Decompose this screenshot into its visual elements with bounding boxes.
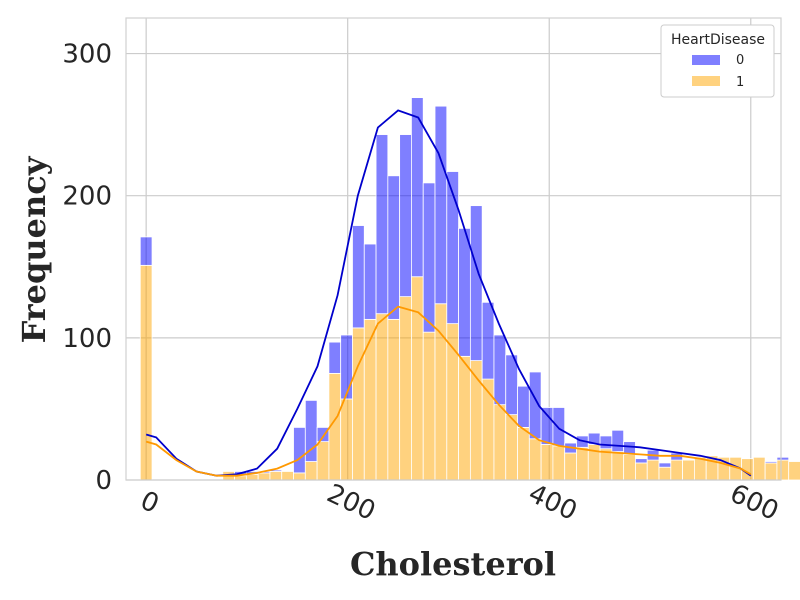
bar-heartdisease-1 — [493, 404, 507, 481]
bar-heartdisease-1 — [540, 444, 554, 481]
bar-heartdisease-1 — [245, 473, 259, 481]
bar-heartdisease-1 — [352, 327, 365, 481]
bar-heartdisease-1 — [293, 472, 306, 481]
bar-heartdisease-0 — [599, 435, 613, 450]
bar-heartdisease-0 — [552, 407, 566, 447]
bar-heartdisease-1 — [257, 472, 271, 481]
bar-heartdisease-0 — [434, 105, 448, 305]
bar-heartdisease-0 — [481, 301, 495, 380]
x-tick-labels: 0 200 400 600 — [136, 479, 783, 527]
bar-heartdisease-0 — [363, 243, 377, 320]
x-axis-label: Cholesterol — [350, 545, 556, 583]
bar-heartdisease-1 — [363, 318, 377, 481]
bar-heartdisease-1 — [481, 378, 495, 481]
y-tick-label: 100 — [62, 324, 112, 354]
bar-heartdisease-0 — [505, 354, 518, 416]
legend-swatch-0 — [692, 55, 720, 65]
bar-heartdisease-1 — [552, 445, 566, 481]
bar-heartdisease-1 — [458, 355, 471, 481]
bar-heartdisease-0 — [375, 134, 389, 315]
bar-heartdisease-1 — [387, 318, 401, 481]
bar-heartdisease-1 — [316, 441, 330, 481]
bar-heartdisease-0 — [387, 175, 401, 320]
y-tick-label: 300 — [62, 40, 112, 70]
x-tick-label: 0 — [136, 486, 164, 520]
bar-heartdisease-0 — [658, 462, 672, 468]
legend: HeartDisease 0 1 — [660, 24, 775, 98]
bar-heartdisease-1 — [635, 462, 648, 481]
bar-heartdisease-0 — [776, 456, 790, 461]
bar-heartdisease-1 — [623, 454, 636, 481]
kde-line-1 — [145, 305, 752, 477]
legend-label-0: 0 — [736, 53, 744, 68]
x-tick-label: 400 — [524, 479, 582, 527]
y-axis-label: Frequency — [15, 155, 53, 343]
y-tick-labels: 0 100 200 300 — [62, 40, 112, 496]
bar-heartdisease-1 — [776, 459, 790, 481]
bar-heartdisease-1 — [788, 461, 800, 481]
bar-heartdisease-0 — [139, 236, 153, 266]
bar-heartdisease-1 — [375, 313, 389, 481]
bar-heartdisease-0 — [340, 334, 353, 400]
bar-heartdisease-0 — [458, 227, 471, 357]
bar-heartdisease-1 — [682, 459, 695, 481]
bar-heartdisease-1 — [564, 452, 577, 481]
bar-heartdisease-0 — [422, 182, 436, 333]
bar-heartdisease-0 — [352, 225, 365, 329]
bar-heartdisease-1 — [611, 451, 625, 481]
bar-heartdisease-1 — [399, 296, 412, 481]
bar-heartdisease-1 — [693, 456, 707, 481]
bar-heartdisease-0 — [540, 407, 554, 445]
bar-heartdisease-1 — [764, 462, 778, 481]
bar-heartdisease-1 — [646, 459, 660, 481]
bar-heartdisease-1 — [269, 471, 283, 481]
bar-heartdisease-0 — [611, 429, 625, 452]
bar-heartdisease-0 — [764, 461, 778, 464]
bar-heartdisease-1 — [599, 448, 613, 481]
x-tick-label: 200 — [322, 479, 380, 527]
y-tick-label: 0 — [95, 466, 112, 496]
bar-heartdisease-1 — [340, 398, 353, 481]
kde-line-0 — [145, 109, 752, 477]
kde-lines — [145, 109, 752, 477]
bar-heartdisease-0 — [493, 334, 507, 406]
bar-heartdisease-1 — [139, 264, 153, 481]
bar-heartdisease-1 — [528, 438, 542, 481]
bar-heartdisease-1 — [411, 276, 424, 481]
bar-heartdisease-1 — [281, 471, 294, 481]
x-tick-label: 600 — [725, 479, 783, 527]
legend-label-1: 1 — [736, 75, 744, 90]
legend-swatch-1 — [692, 76, 720, 86]
bar-heartdisease-1 — [670, 459, 683, 481]
plot-frame — [125, 17, 782, 481]
bar-heartdisease-0 — [635, 458, 648, 464]
bar-heartdisease-0 — [517, 385, 530, 428]
legend-title: HeartDisease — [671, 32, 765, 48]
bar-heartdisease-0 — [293, 427, 306, 474]
bar-heartdisease-1 — [752, 456, 766, 481]
bar-heartdisease-0 — [328, 341, 342, 374]
bar-heartdisease-1 — [658, 466, 672, 481]
bar-heartdisease-1 — [505, 414, 518, 481]
bar-heartdisease-1 — [517, 427, 530, 481]
bar-heartdisease-1 — [304, 461, 318, 481]
bar-heartdisease-1 — [422, 331, 436, 481]
bar-heartdisease-0 — [528, 371, 542, 440]
bar-heartdisease-0 — [469, 205, 483, 361]
bar-heartdisease-0 — [399, 134, 412, 298]
bars-group — [139, 97, 800, 481]
bar-heartdisease-1 — [576, 446, 589, 481]
y-tick-label: 200 — [62, 182, 112, 212]
